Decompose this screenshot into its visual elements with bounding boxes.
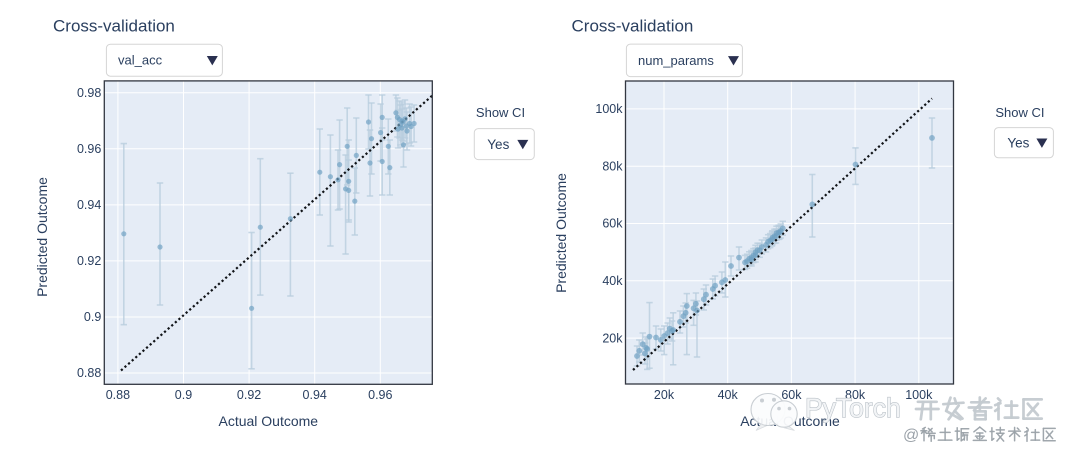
svg-text:Cross-validation: Cross-validation bbox=[53, 17, 175, 36]
svg-text:0.92: 0.92 bbox=[77, 254, 101, 268]
svg-text:num_params: num_params bbox=[638, 53, 714, 68]
svg-text:0.98: 0.98 bbox=[77, 86, 101, 100]
svg-text:100k: 100k bbox=[595, 102, 623, 116]
svg-text:0.88: 0.88 bbox=[106, 388, 130, 402]
svg-text:0.92: 0.92 bbox=[237, 388, 261, 402]
svg-text:20k: 20k bbox=[602, 331, 623, 345]
svg-text:80k: 80k bbox=[845, 388, 866, 402]
svg-text:100k: 100k bbox=[905, 388, 933, 402]
svg-text:val_acc: val_acc bbox=[118, 53, 163, 68]
svg-text:Show CI: Show CI bbox=[476, 105, 525, 120]
svg-text:PyTorch: PyTorch bbox=[805, 393, 901, 423]
svg-text:0.96: 0.96 bbox=[77, 142, 101, 156]
svg-text:0.88: 0.88 bbox=[77, 366, 101, 380]
svg-text:60k: 60k bbox=[781, 388, 802, 402]
svg-text:0.9: 0.9 bbox=[84, 310, 101, 324]
svg-text:80k: 80k bbox=[602, 159, 623, 173]
svg-text:Predicted Outcome: Predicted Outcome bbox=[553, 173, 569, 293]
svg-text:0.94: 0.94 bbox=[303, 388, 327, 402]
svg-text:Show CI: Show CI bbox=[995, 105, 1044, 120]
svg-text:40k: 40k bbox=[718, 388, 739, 402]
svg-text:@: @ bbox=[903, 427, 919, 444]
svg-text:0.96: 0.96 bbox=[368, 388, 392, 402]
svg-text:Actual Outcome: Actual Outcome bbox=[218, 413, 318, 429]
svg-text:Cross-validation: Cross-validation bbox=[572, 17, 694, 36]
svg-text:Yes: Yes bbox=[487, 137, 509, 152]
svg-text:0.94: 0.94 bbox=[77, 198, 101, 212]
svg-text:Predicted Outcome: Predicted Outcome bbox=[34, 177, 50, 297]
svg-text:40k: 40k bbox=[602, 274, 623, 288]
svg-text:20k: 20k bbox=[654, 388, 675, 402]
svg-text:0.9: 0.9 bbox=[175, 388, 192, 402]
svg-text:60k: 60k bbox=[602, 217, 623, 231]
svg-text:Yes: Yes bbox=[1007, 136, 1029, 151]
